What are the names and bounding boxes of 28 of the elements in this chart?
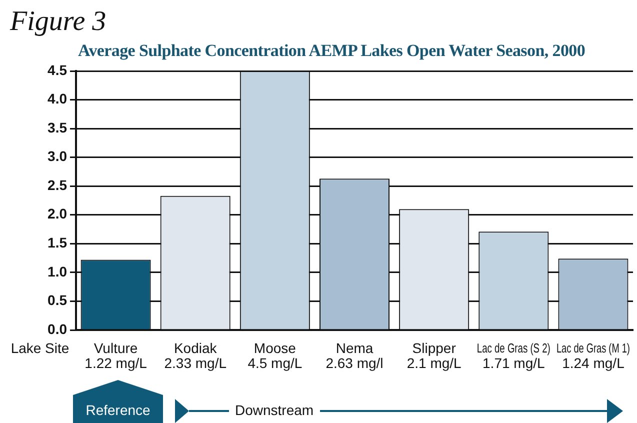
x-tick-label: Moose — [254, 340, 296, 356]
y-tick-label: 4.0 — [48, 90, 68, 107]
x-tick-label: Nema — [336, 340, 374, 356]
y-tick-label: 2.5 — [48, 176, 68, 193]
data-label: 2.33 mg/L — [164, 354, 227, 371]
x-tick-label: Vulture — [94, 340, 138, 356]
caption: Figure 3 — [10, 6, 106, 38]
y-tick-label: 2.0 — [48, 206, 68, 222]
x-axis-title: Lake Site — [10, 340, 70, 356]
data-label: 2.63 mg/l — [326, 354, 384, 371]
x-tick-label: Lac de Gras (M 1) — [556, 342, 630, 356]
data-label: 1.71 mg/L — [482, 354, 545, 371]
data-label: 4.5 mg/L — [248, 354, 302, 371]
reference-tab: Reference — [73, 380, 163, 423]
data-label: 1.24 mg/L — [562, 354, 625, 371]
x-tick-label: Kodiak — [174, 340, 218, 356]
y-tick-label: 0.5 — [48, 292, 68, 308]
y-tick-label: 1.0 — [48, 263, 68, 280]
y-tick-label: 0.0 — [48, 320, 68, 337]
x-tick-label: Lac de Gras (S 2) — [476, 342, 551, 356]
y-tick-label: 3.5 — [48, 119, 68, 136]
data-label: 1.22 mg/L — [84, 354, 148, 371]
y-tick-label: 4.5 — [48, 62, 68, 78]
y-tick-label: 1.5 — [48, 234, 68, 251]
x-tick-label: Slipper — [412, 340, 456, 356]
y-tick-label: 3.0 — [48, 148, 68, 164]
data-label: 2.1 mg/L — [406, 354, 462, 371]
chart-title: Average Sulphate Concentration AEMP Lakes Open Water Season, 2000 — [78, 41, 586, 61]
